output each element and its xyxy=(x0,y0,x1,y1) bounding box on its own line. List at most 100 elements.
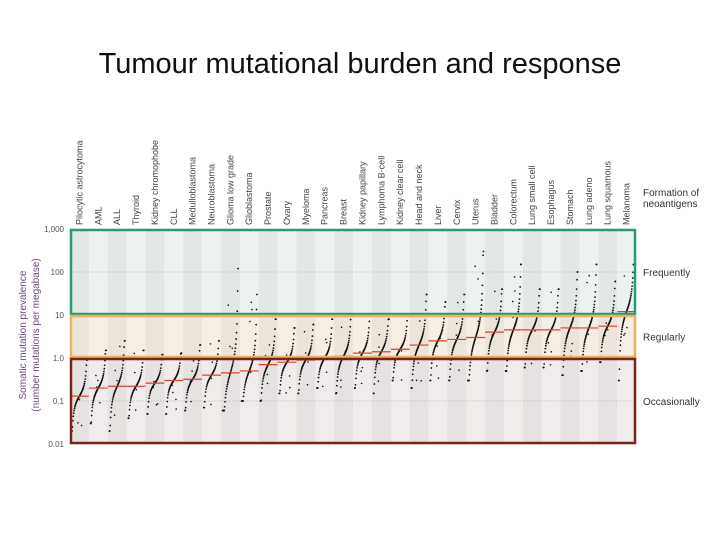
data-point xyxy=(165,406,168,408)
data-point xyxy=(236,310,239,313)
data-point xyxy=(631,285,634,287)
data-point xyxy=(262,378,265,380)
data-point xyxy=(231,365,234,368)
data-point xyxy=(451,349,454,352)
data-point xyxy=(272,344,275,347)
data-point xyxy=(576,271,579,273)
data-point xyxy=(563,347,566,350)
data-point xyxy=(507,345,510,348)
data-point-outlier xyxy=(211,361,214,363)
data-point-outlier xyxy=(530,362,533,365)
data-point xyxy=(231,363,234,366)
data-point xyxy=(525,347,528,350)
data-point xyxy=(103,364,106,367)
data-point xyxy=(102,374,105,377)
data-point xyxy=(500,300,503,303)
data-point xyxy=(461,318,464,320)
data-point xyxy=(367,334,370,337)
data-point xyxy=(489,343,491,346)
data-point-outlier xyxy=(605,322,608,324)
data-point xyxy=(128,408,131,411)
data-point xyxy=(470,352,473,355)
data-point xyxy=(544,344,547,347)
data-point xyxy=(254,339,257,342)
data-point xyxy=(554,317,557,319)
data-point xyxy=(236,322,238,325)
data-point xyxy=(111,401,114,403)
data-point xyxy=(520,263,523,266)
data-point xyxy=(252,354,255,356)
data-point-outlier xyxy=(113,414,116,416)
data-point xyxy=(310,342,313,345)
data-point xyxy=(442,324,445,326)
data-point xyxy=(281,372,283,375)
data-point xyxy=(293,332,295,335)
data-point-outlier xyxy=(511,300,514,303)
category-label: Kidney papillary xyxy=(357,161,367,225)
data-point xyxy=(498,318,500,321)
data-point xyxy=(243,388,246,391)
y-tick-label: 100 xyxy=(51,268,65,277)
data-point-outlier xyxy=(491,334,493,336)
data-point xyxy=(545,340,548,343)
data-point xyxy=(557,294,559,297)
data-point-outlier xyxy=(360,382,363,385)
data-point xyxy=(537,306,540,309)
data-point xyxy=(291,349,293,352)
data-point xyxy=(251,361,254,364)
data-point xyxy=(327,348,330,350)
data-point xyxy=(279,389,281,392)
data-point xyxy=(480,304,483,307)
data-point xyxy=(368,320,371,323)
data-point xyxy=(91,409,93,412)
data-point xyxy=(441,328,444,330)
data-point xyxy=(85,370,87,373)
data-point xyxy=(120,373,123,376)
data-point xyxy=(581,370,583,372)
data-point xyxy=(499,305,502,308)
data-point-outlier xyxy=(586,281,588,284)
data-point xyxy=(507,347,510,350)
column-shade xyxy=(485,229,504,444)
data-point xyxy=(72,412,75,414)
data-point xyxy=(413,360,415,363)
data-point xyxy=(583,341,586,344)
data-point xyxy=(112,397,114,399)
data-point xyxy=(632,271,634,274)
data-point xyxy=(423,327,425,330)
data-point-outlier xyxy=(99,401,101,404)
data-point-outlier xyxy=(250,301,253,304)
data-point-outlier xyxy=(249,371,252,374)
data-point xyxy=(215,362,218,365)
data-point-outlier xyxy=(623,334,625,337)
data-point xyxy=(594,284,597,286)
data-point xyxy=(460,325,463,328)
data-point xyxy=(619,339,622,342)
data-point xyxy=(204,391,207,393)
data-point xyxy=(261,380,264,383)
data-point-outlier xyxy=(549,363,552,366)
data-point xyxy=(159,367,162,370)
data-point xyxy=(563,354,565,357)
data-point xyxy=(393,361,396,364)
data-point xyxy=(245,378,248,381)
data-point-outlier xyxy=(189,380,192,382)
data-point xyxy=(204,395,207,397)
category-label: Lung squamous xyxy=(603,160,613,225)
data-point xyxy=(405,325,408,328)
data-point xyxy=(262,376,265,378)
data-point xyxy=(527,339,529,342)
data-point xyxy=(385,335,388,338)
y-axis-label: Somatic mutation prevalence xyxy=(18,270,29,399)
category-label: Kidney chromophobe xyxy=(150,140,160,225)
data-point xyxy=(373,383,376,385)
data-point xyxy=(516,317,518,320)
data-point xyxy=(471,348,474,351)
data-point xyxy=(404,336,407,339)
data-point-outlier xyxy=(175,398,177,401)
data-point xyxy=(406,319,408,322)
data-point xyxy=(583,339,586,342)
data-point xyxy=(274,318,277,321)
data-point xyxy=(242,400,244,402)
data-point xyxy=(166,396,169,399)
